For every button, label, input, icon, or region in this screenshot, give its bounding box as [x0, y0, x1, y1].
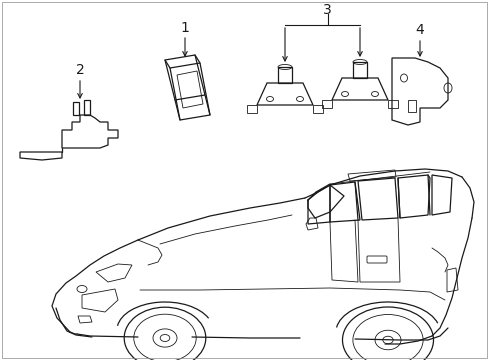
- Text: 1: 1: [180, 21, 189, 35]
- Text: 4: 4: [415, 23, 424, 37]
- Text: 2: 2: [76, 63, 84, 77]
- Text: 3: 3: [323, 3, 331, 17]
